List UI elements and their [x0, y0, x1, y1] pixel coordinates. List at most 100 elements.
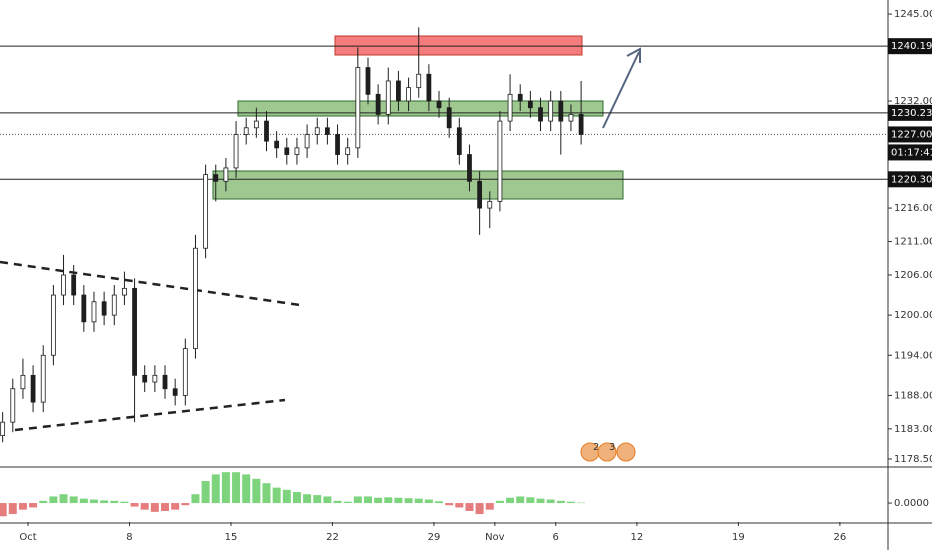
- candle-body: [487, 200, 493, 209]
- candle-body: [61, 274, 66, 296]
- candle-body: [578, 114, 584, 135]
- events: 2 3: [580, 442, 636, 462]
- price-label: 1240.199: [891, 41, 932, 52]
- indicator-bar: [323, 496, 332, 504]
- price-label-bg: [888, 171, 932, 188]
- trendline: [14, 398, 286, 432]
- event-icon[interactable]: [597, 442, 617, 462]
- indicator-bar: [221, 472, 230, 504]
- candle-body: [182, 348, 188, 396]
- candle-body: [81, 294, 87, 323]
- arrow: [602, 51, 640, 129]
- indicator-bar: [303, 494, 312, 504]
- candle-body: [507, 93, 513, 122]
- candle-body: [162, 374, 168, 390]
- candle-body: [50, 294, 56, 356]
- x-tick-label: Oct: [19, 532, 36, 543]
- indicator-bar: [414, 498, 423, 504]
- event-label: 3: [609, 442, 615, 453]
- indicator-bar: [313, 495, 322, 504]
- indicator-bar: [201, 481, 210, 504]
- indicator-bar: [536, 498, 545, 504]
- price-label: 1220.300: [891, 174, 932, 185]
- indicator-bar: [465, 503, 474, 511]
- indicator-bar: [526, 497, 535, 504]
- indicator-bar: [333, 500, 342, 504]
- candle-body: [548, 100, 554, 122]
- candle-body: [497, 120, 503, 202]
- candle-body: [10, 388, 16, 423]
- y-tick-label: 1188.000: [894, 390, 932, 401]
- indicator-bar: [546, 499, 555, 504]
- indicator-bar: [242, 474, 251, 504]
- indicator-bar: [79, 498, 88, 504]
- indicator-bar: [485, 503, 494, 510]
- drawings: [0, 35, 641, 432]
- candle-body: [527, 100, 533, 109]
- indicator-bar: [18, 503, 27, 510]
- candle-body: [142, 374, 148, 383]
- indicator-bar: [475, 503, 484, 515]
- indicator-bar: [0, 503, 7, 517]
- event-icon[interactable]: [616, 442, 636, 462]
- candle-body: [365, 67, 371, 95]
- indicator-bar: [384, 497, 393, 504]
- candle-body: [91, 301, 97, 323]
- candle-body: [385, 80, 391, 115]
- candle-body: [20, 374, 26, 390]
- candle-body: [294, 147, 300, 155]
- indicator-bar: [556, 500, 565, 504]
- candle-body: [152, 374, 158, 383]
- candle-body: [568, 114, 574, 122]
- x-tick-label: Nov: [485, 532, 505, 543]
- x-tick-label: 29: [428, 532, 441, 543]
- y-tick-label: 1200.000: [894, 310, 932, 321]
- indicator-bar: [577, 502, 586, 504]
- candle-body: [396, 80, 401, 102]
- candle-body: [253, 120, 259, 129]
- candle-body: [335, 134, 340, 155]
- candle-body: [436, 100, 442, 109]
- indicator-bar: [89, 499, 98, 504]
- x-tick-label: 19: [732, 532, 745, 543]
- indicator-bar: [272, 487, 281, 504]
- indicator-bar: [211, 474, 220, 504]
- event-label: 2: [593, 442, 599, 453]
- x-tick-label: 8: [126, 532, 132, 543]
- indicator-bar: [8, 503, 17, 515]
- candle-body: [477, 180, 483, 209]
- indicator-bar: [69, 496, 78, 504]
- indicator-bar: [394, 497, 403, 504]
- candle-body: [456, 127, 462, 155]
- trendline: [0, 260, 301, 307]
- indicator-bar: [404, 498, 413, 504]
- candle-body: [538, 107, 543, 122]
- indicator-bar: [252, 478, 261, 504]
- y-tick-label: 1232.000: [894, 96, 932, 107]
- indicator-bar: [39, 500, 48, 504]
- candle-body: [345, 147, 351, 155]
- candle-body: [132, 287, 137, 376]
- candle-body: [304, 134, 310, 149]
- candle-body: [203, 174, 209, 249]
- candle-body: [416, 73, 422, 89]
- candle-body: [446, 107, 452, 129]
- y-tick-label: 1194.000: [894, 350, 932, 361]
- resistance-zone: [334, 35, 583, 56]
- price-label: 1230.237: [891, 108, 932, 119]
- indicator-bar: [49, 496, 58, 504]
- indicator-bar: [100, 500, 109, 504]
- countdown-bg: [888, 144, 932, 161]
- indicator-bar: [292, 492, 301, 504]
- candle-body: [406, 87, 411, 102]
- candle-body: [0, 421, 6, 436]
- indicator-bar: [110, 500, 119, 504]
- indicator-bar: [120, 501, 129, 504]
- candle-body: [284, 147, 290, 155]
- y-tick-label: 0.0000: [894, 498, 929, 509]
- indicator-bar: [181, 503, 190, 506]
- support-zone: [212, 170, 624, 200]
- price-label: 1227.007: [891, 129, 932, 140]
